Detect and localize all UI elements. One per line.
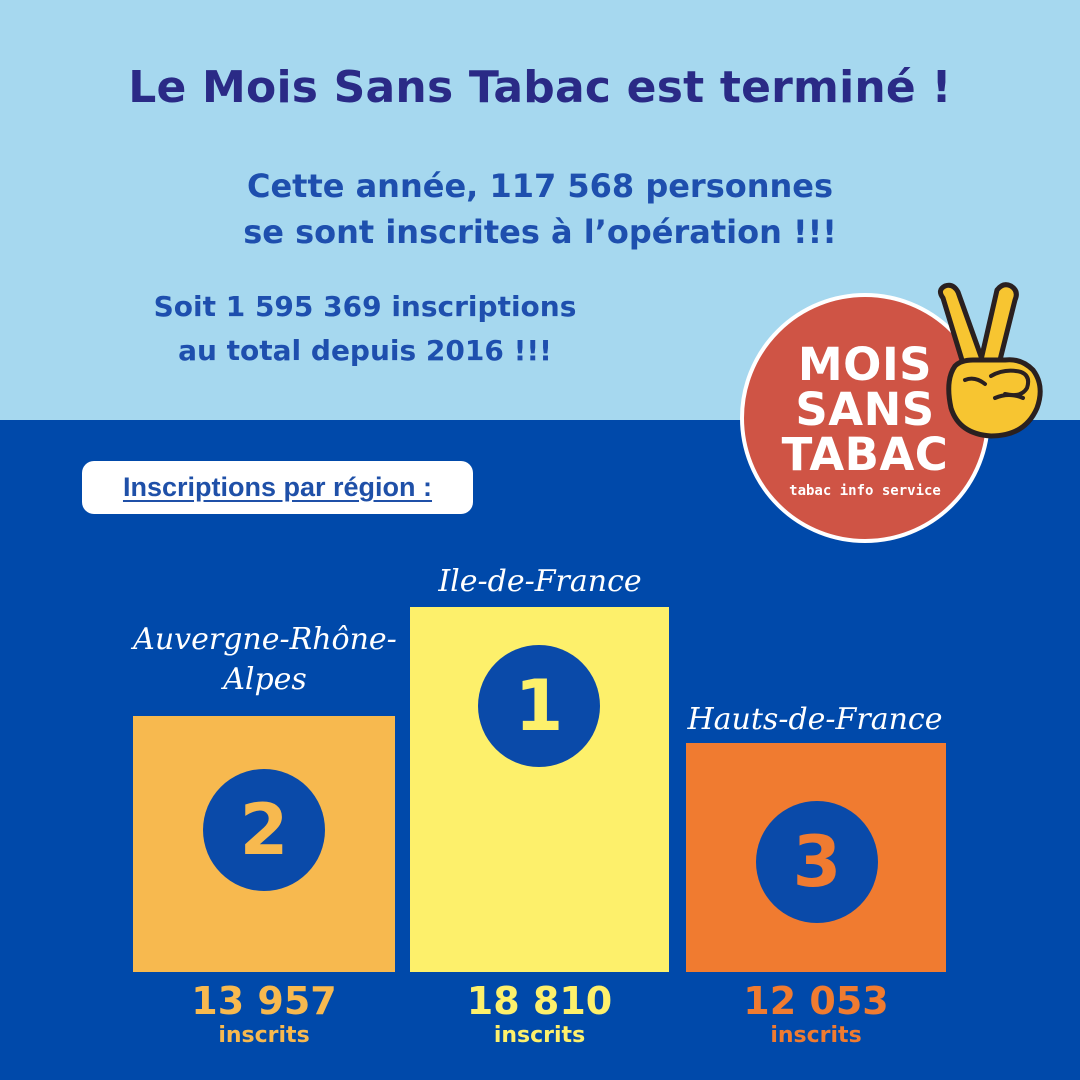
logo-line-1: MOIS [797, 338, 933, 391]
count-unit: inscrits [770, 1023, 862, 1048]
count-unit: inscrits [493, 1023, 586, 1048]
total-line-2: au total depuis 2016 !!! [178, 334, 552, 367]
count-value: 13 957 [191, 979, 337, 1023]
rank-badge-2: 2 [203, 769, 325, 891]
logo-line-3: TABAC [781, 428, 949, 481]
total-line-1: Soit 1 595 369 inscriptions [153, 290, 577, 323]
count-value: 12 053 [743, 979, 889, 1023]
region-name-hauts-de-france: Hauts-de-France [687, 702, 943, 737]
rank-badge-3: 3 [756, 801, 878, 923]
total-registrations: Soit 1 595 369 inscriptions au total dep… [80, 285, 650, 373]
region-name-line-2: Alpes [223, 662, 307, 697]
mois-sans-tabac-logo: MOIS SANS TABAC tabac info service [740, 293, 990, 543]
section-label: Inscriptions par région : [82, 461, 473, 514]
subtitle: Cette année, 117 568 personnes se sont i… [140, 163, 940, 255]
count-ile-de-france: 18 810 inscrits [410, 980, 669, 1050]
region-name-ile-de-france: Ile-de-France [438, 564, 642, 599]
count-value: 18 810 [466, 979, 613, 1023]
rank-badge-1: 1 [478, 645, 600, 767]
region-name-auvergne-rhone-alpes: Auvergne-Rhône- Alpes [120, 620, 410, 700]
logo-tagline: tabac info service [789, 483, 941, 499]
count-auvergne-rhone-alpes: 13 957 inscrits [133, 980, 395, 1050]
subtitle-line-1: Cette année, 117 568 personnes [246, 167, 834, 205]
section-label-text: Inscriptions par région : [122, 472, 433, 502]
page-title: Le Mois Sans Tabac est terminé ! [128, 62, 952, 113]
count-unit: inscrits [218, 1023, 310, 1048]
subtitle-line-2: se sont inscrites à l’opération !!! [243, 213, 837, 251]
region-name-line-1: Auvergne-Rhône- [133, 622, 397, 657]
count-hauts-de-france: 12 053 inscrits [686, 980, 946, 1050]
victory-hand-icon [937, 282, 1043, 439]
logo-line-2: SANS [795, 383, 935, 436]
